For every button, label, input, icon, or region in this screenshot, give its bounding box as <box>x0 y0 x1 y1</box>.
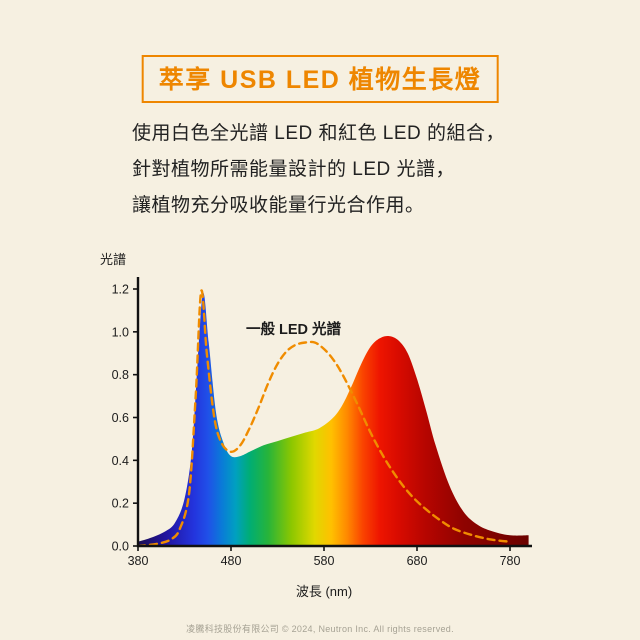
y-tick-label: 1.2 <box>112 283 129 297</box>
x-axis-title: 波長 (nm) <box>296 584 352 599</box>
y-tick-label: 0.0 <box>112 540 129 554</box>
description-line-1: 使用白色全光譜 LED 和紅色 LED 的組合， <box>132 123 506 144</box>
product-title: 萃享 USB LED 植物生長燈 <box>158 66 482 94</box>
y-axis-title: 光譜 <box>100 252 126 267</box>
copyright: 凌騰科技股份有限公司 © 2024, Neutron Inc. All righ… <box>186 624 454 634</box>
y-tick-label: 0.8 <box>112 368 129 382</box>
spectrum-chart: 0.0 0.2 0.4 0.6 0.8 1.0 1.2 380 480 580 680 780 光譜波長… <box>80 248 560 620</box>
description-line-3: 讓植物充分吸收能量行光合作用。 <box>132 195 425 216</box>
x-tick-label: 480 <box>221 554 242 568</box>
y-tick-label: 1.0 <box>112 325 129 339</box>
y-tick-label: 0.6 <box>112 411 129 425</box>
x-tick-label: 780 <box>500 554 521 568</box>
grow-light-spectrum-area <box>138 293 529 546</box>
typical-led-dashed-curve <box>136 289 512 548</box>
product-title-box: 萃享 USB LED 植物生長燈 <box>141 55 499 103</box>
description-line-2: 針對植物所需能量設計的 LED 光譜， <box>132 159 456 180</box>
y-tick-label: 0.2 <box>112 497 129 511</box>
x-tick-label: 580 <box>314 554 335 568</box>
y-tick-label: 0.4 <box>112 454 129 468</box>
x-tick-label: 680 <box>407 554 428 568</box>
typical-led-annotation: 一般 LED 光譜 <box>246 320 342 338</box>
description: 使用白色全光譜 LED 和紅色 LED 的組合， 針對植物所需能量設計的 LED… <box>132 116 505 224</box>
spectrum-chart-svg: 0.0 0.2 0.4 0.6 0.8 1.0 1.2 380 480 580 680 780 光譜波長… <box>100 252 532 599</box>
x-tick-label: 380 <box>128 554 149 568</box>
